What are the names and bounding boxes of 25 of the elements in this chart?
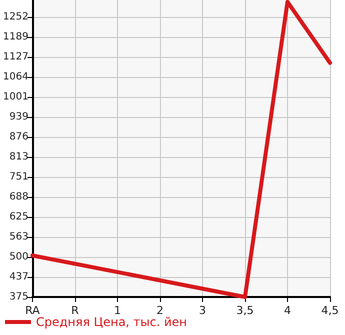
x-tick-label: 4,5 xyxy=(321,304,339,317)
y-tick-label: 876 xyxy=(9,132,28,143)
y-tick-label: 375 xyxy=(9,292,28,302)
legend-label: Средняя Цена, тыс. йен xyxy=(36,315,188,329)
y-tick-label: 688 xyxy=(9,192,28,203)
x-tick-label: 1 xyxy=(114,304,121,317)
x-tick-label: 3,5 xyxy=(236,304,254,317)
y-tick-label: 437 xyxy=(9,272,28,283)
y-tick-label: 625 xyxy=(9,212,28,223)
y-tick-label: 500 xyxy=(9,252,28,263)
x-tick-label: 2 xyxy=(156,304,164,317)
y-tick-label: 1001 xyxy=(2,92,28,103)
y-tick-label: 1064 xyxy=(2,71,28,82)
x-tick-label: RA xyxy=(25,304,40,317)
x-tick-label: 3 xyxy=(198,304,206,317)
y-tick-label: 751 xyxy=(9,171,28,182)
y-tick-label: 1252 xyxy=(2,11,28,22)
y-tick-label: 563 xyxy=(9,231,28,242)
x-tick-label: 4 xyxy=(284,304,291,317)
y-tick-label: 1189 xyxy=(2,32,28,43)
line-series xyxy=(30,0,332,299)
x-tick-label: R xyxy=(71,304,80,317)
y-tick-label: 939 xyxy=(9,111,28,122)
y-tick-label: 813 xyxy=(9,152,28,163)
y-tick-label: 1127 xyxy=(2,51,28,62)
